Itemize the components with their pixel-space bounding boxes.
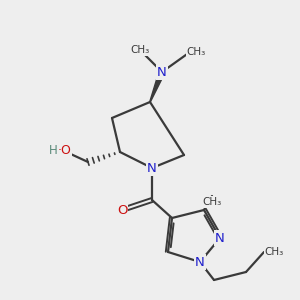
Text: N: N — [147, 161, 157, 175]
Text: CH₃: CH₃ — [130, 45, 150, 55]
Text: N: N — [157, 65, 167, 79]
Text: CH₃: CH₃ — [202, 197, 222, 207]
Text: CH₃: CH₃ — [264, 247, 284, 257]
Text: O: O — [117, 203, 127, 217]
Polygon shape — [150, 71, 165, 102]
Text: H: H — [49, 143, 58, 157]
Text: CH₃: CH₃ — [186, 47, 206, 57]
Text: N: N — [215, 232, 225, 244]
Text: ·O: ·O — [58, 143, 72, 157]
Text: N: N — [195, 256, 205, 268]
